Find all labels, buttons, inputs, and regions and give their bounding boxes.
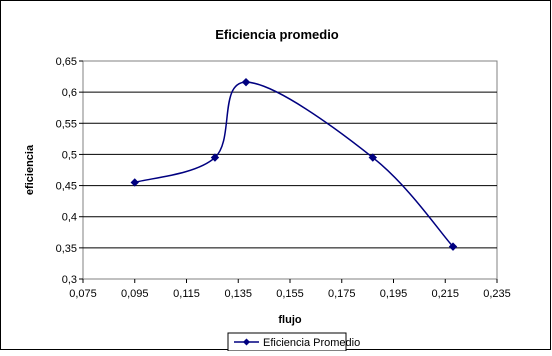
x-tick-label: 0,195	[380, 288, 408, 300]
series-layer	[130, 77, 458, 251]
y-tick-label: 0,3	[62, 274, 77, 286]
x-axis-ticks: 0,075 0,095 0,115 0,135 0,155 0,175 0,195 0,215…	[69, 279, 511, 300]
x-tick-label: 0,175	[328, 288, 356, 300]
x-tick-label: 0,235	[483, 288, 511, 300]
x-tick-label: 0,215	[431, 288, 459, 300]
y-tick-label: 0,35	[56, 243, 77, 255]
y-tick-label: 0,65	[56, 56, 77, 68]
chart-title: Eficiencia promedio	[215, 27, 339, 42]
legend-label: Eficiencia Promedio	[263, 337, 360, 349]
data-point	[130, 178, 139, 187]
gridlines	[83, 91, 497, 249]
y-tick-label: 0,6	[62, 87, 77, 99]
data-point	[368, 153, 378, 162]
x-tick-label: 0,095	[121, 288, 149, 300]
data-point	[210, 153, 220, 162]
y-axis-ticks: 0,3 0,35 0,4 0,45 0,5 0,55 0,6 0,65	[56, 56, 83, 286]
x-tick-label: 0,075	[69, 288, 97, 300]
y-tick-label: 0,5	[62, 149, 77, 161]
x-tick-label: 0,135	[224, 288, 252, 300]
legend-marker-swatch	[243, 338, 250, 346]
legend: Eficiencia Promedio	[227, 332, 360, 352]
x-tick-label: 0,155	[276, 288, 304, 300]
series-line	[134, 81, 454, 248]
x-tick-label: 0,115	[173, 288, 200, 300]
data-point	[241, 77, 251, 87]
data-point	[448, 242, 458, 251]
y-axis-label: eficiencia	[24, 144, 36, 195]
y-tick-label: 0,55	[56, 118, 77, 130]
y-tick-label: 0,45	[56, 181, 77, 193]
plot-area	[82, 60, 498, 280]
y-tick-label: 0,4	[62, 212, 77, 224]
x-axis-label: flujo	[278, 314, 301, 326]
